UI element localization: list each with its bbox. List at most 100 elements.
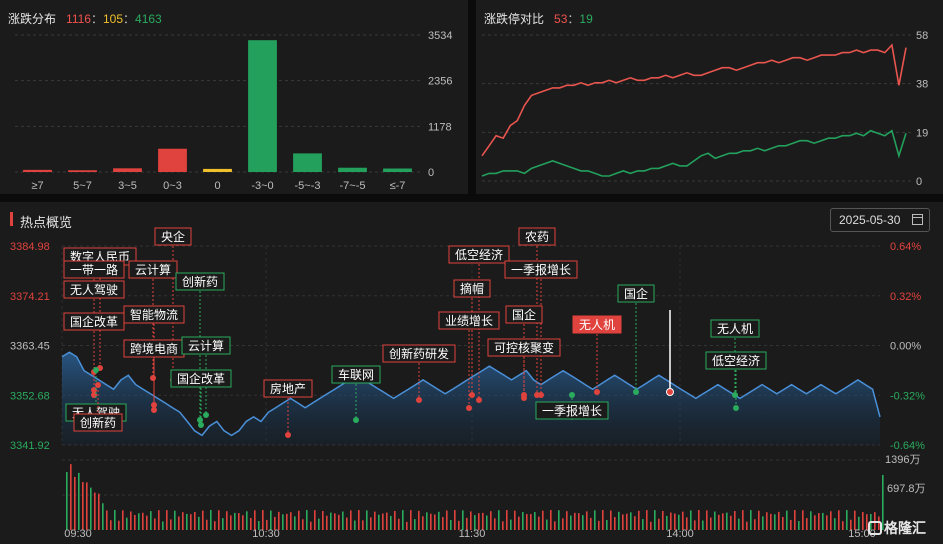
volume-bar <box>114 510 116 530</box>
volume-bar <box>254 510 256 530</box>
hot-tag-box <box>710 319 760 338</box>
volume-bar <box>846 510 848 530</box>
volume-bar <box>650 521 652 530</box>
volume-bar <box>766 512 768 530</box>
volume-bar <box>70 464 72 530</box>
hot-tag-label: 云计算 <box>135 262 171 277</box>
volume-bar <box>454 510 456 530</box>
volume-bar <box>90 487 92 530</box>
volume-bar <box>410 510 412 530</box>
volume-bar <box>182 512 184 530</box>
volume-bar <box>370 517 372 530</box>
hot-tag-label: 创新药 <box>80 415 116 430</box>
volume-bar <box>78 472 80 530</box>
distribution-panel: 涨跌分布 1116：105：4163 3534 2356 1178 0 ≥7 5~7 3~5… <box>0 0 468 194</box>
volume-bar <box>686 517 688 530</box>
tag-dot <box>732 392 738 398</box>
volume-bar <box>474 515 476 530</box>
volume-bar <box>610 510 612 530</box>
volume-bar <box>362 520 364 530</box>
hot-tag-label: 创新药研发 <box>389 346 449 361</box>
volume-bar <box>282 514 284 530</box>
volume-bar <box>298 510 300 530</box>
hot-tag-label: 智能物流 <box>130 307 178 322</box>
volume-bar <box>194 511 196 530</box>
volume-bar <box>842 521 844 530</box>
volume-bar <box>202 510 204 530</box>
volume-bar <box>382 513 384 530</box>
volume-bar <box>594 510 596 530</box>
date-picker[interactable]: 2025-05-30 <box>830 208 930 232</box>
time-tick-label: 09:30 <box>64 528 92 540</box>
hot-tag-box <box>73 413 123 432</box>
tag-dot <box>466 405 472 411</box>
volume-bar <box>374 511 376 530</box>
volume-bar <box>250 518 252 530</box>
volume-bar <box>582 515 584 530</box>
hot-tag-label: 无人机 <box>717 322 753 336</box>
volume-bar <box>702 520 704 530</box>
volume-bar <box>854 510 856 530</box>
y-tick-label: 2356 <box>428 76 452 88</box>
time-tick-label: 11:30 <box>459 528 486 540</box>
volume-bar <box>434 514 436 530</box>
volume-bar <box>306 510 308 530</box>
tag-dot <box>538 392 544 398</box>
volume-bar <box>666 515 668 530</box>
cursor-dot <box>666 388 674 396</box>
limit-title-row: 涨跌停对比 53：19 <box>484 10 593 27</box>
hot-tag-label: 云计算 <box>188 338 224 353</box>
volume-bar <box>178 516 180 530</box>
bar <box>383 168 412 172</box>
volume-bar <box>342 511 344 530</box>
volume-bar <box>746 521 748 530</box>
volume-bar <box>274 516 276 530</box>
volume-bar <box>154 518 156 530</box>
hot-tag-label: 车联网 <box>338 367 374 382</box>
volume-bar <box>638 510 640 530</box>
hot-tag-label: 数字人民币 <box>70 249 130 264</box>
volume-bar <box>798 521 800 530</box>
volume-bar <box>442 517 444 530</box>
volume-bar <box>238 513 240 530</box>
x-tick-label: -7~-5 <box>340 180 366 192</box>
y-tick-label: 38 <box>916 79 928 91</box>
hot-title: 热点概览 <box>20 215 73 230</box>
volume-bar <box>74 476 76 530</box>
up-count: 1116 <box>66 12 91 26</box>
bar <box>23 169 52 172</box>
volume-bar <box>210 510 212 530</box>
volume-bar <box>218 510 220 530</box>
volume-bar <box>518 516 520 530</box>
volume-bar <box>406 521 408 530</box>
limit-title: 涨跌停对比 <box>484 12 545 26</box>
volume-bar <box>198 516 200 530</box>
volume-bar <box>234 512 236 530</box>
tag-dot <box>594 389 600 395</box>
vol-tick-label: 1396万 <box>885 454 920 466</box>
volume-bar <box>826 515 828 530</box>
volume-bar <box>110 520 112 530</box>
distribution-title: 涨跌分布 <box>8 12 57 26</box>
volume-bar <box>546 519 548 530</box>
volume-bar <box>838 510 840 530</box>
volume-bar <box>510 519 512 530</box>
flat-count: 105 <box>102 12 123 26</box>
sep: ： <box>90 12 103 26</box>
bar <box>203 168 232 172</box>
volume-bar <box>130 511 132 530</box>
y-tick-label: 0 <box>428 167 434 179</box>
volume-bar <box>806 517 808 530</box>
bar <box>293 153 322 172</box>
volume-bar <box>778 511 780 530</box>
volume-bar <box>310 521 312 530</box>
sep: ： <box>567 12 580 26</box>
volume-bar <box>66 472 68 530</box>
calendar-icon[interactable] <box>912 214 923 225</box>
hot-tag-box <box>448 245 510 264</box>
volume-bar <box>674 513 676 530</box>
volume-bar <box>466 517 468 530</box>
y-tick-label-right: 0.32% <box>890 291 921 303</box>
volume-bar <box>566 511 568 530</box>
hot-tag-box <box>181 336 231 355</box>
